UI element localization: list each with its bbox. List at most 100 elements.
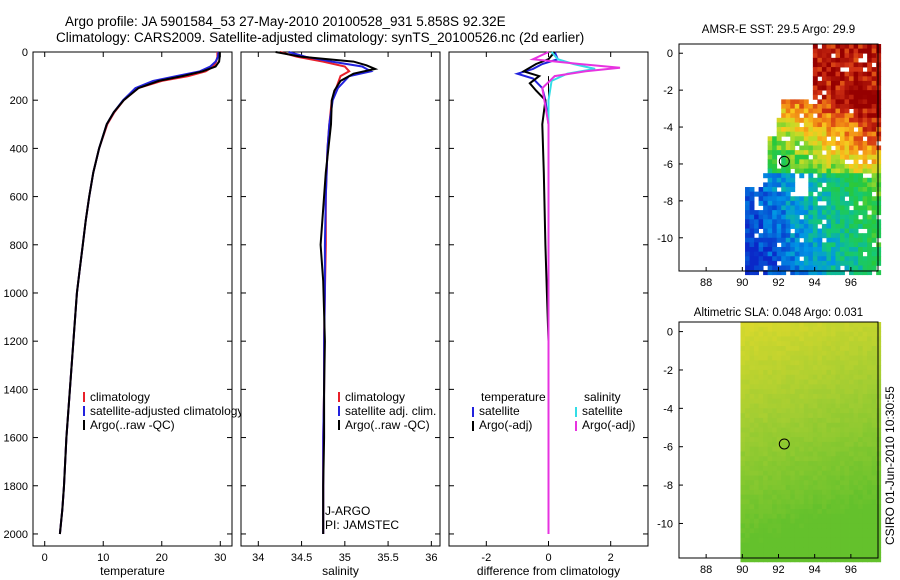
map-cell — [849, 509, 854, 515]
map-cell — [812, 163, 818, 169]
map-cell — [754, 518, 759, 524]
map-cell — [871, 427, 877, 433]
map-cell — [794, 237, 800, 243]
map-cell — [871, 499, 877, 505]
map-cell — [858, 205, 864, 211]
map-cell — [767, 437, 773, 443]
map-cell — [849, 504, 854, 510]
map-cell — [853, 451, 859, 457]
map-cell — [799, 365, 805, 371]
map-title: Altimetric SLA: 0.048 Argo: 0.031 — [694, 307, 863, 319]
map-cell — [803, 345, 809, 352]
map-cell — [776, 542, 782, 548]
map-cell — [790, 131, 796, 137]
map-cell — [840, 326, 845, 332]
map-cell — [821, 223, 827, 229]
map-cell — [790, 552, 796, 558]
map-cell — [745, 523, 750, 529]
map-cell — [781, 131, 787, 137]
map-cell — [830, 108, 836, 114]
map-cell — [785, 210, 791, 216]
map-cell — [876, 154, 882, 160]
map-cell — [844, 422, 850, 428]
map-cell — [776, 557, 782, 563]
map-cell — [785, 422, 791, 428]
map-cell — [862, 523, 868, 529]
map-cell — [740, 384, 746, 390]
map-cell — [785, 480, 791, 486]
map-cell — [862, 499, 868, 505]
map-cell — [785, 547, 791, 553]
map-cell — [799, 485, 805, 491]
map-cell — [871, 260, 877, 266]
map-cell — [812, 369, 818, 376]
map-cell — [803, 393, 809, 400]
map-cell — [871, 90, 877, 96]
map-cell — [858, 71, 864, 77]
map-cell — [876, 71, 882, 77]
map-cell — [808, 408, 814, 414]
map-cell — [830, 270, 836, 276]
map-cell — [849, 350, 854, 356]
map-cell — [794, 196, 800, 202]
map-cell — [849, 187, 854, 193]
map-cell — [826, 379, 832, 385]
map-cell — [817, 355, 823, 361]
map-cell — [871, 331, 877, 337]
map-cell — [840, 127, 845, 133]
map-cell — [858, 117, 864, 123]
map-cell — [817, 85, 823, 91]
map-cell — [840, 214, 845, 220]
map-cell — [754, 494, 759, 500]
map-cell — [799, 441, 805, 448]
map-cell — [799, 117, 805, 123]
map-cell — [844, 90, 850, 96]
map-cell — [803, 350, 809, 356]
x-axis-label: temperature — [100, 564, 165, 578]
map-cell — [858, 270, 864, 276]
map-cell — [817, 108, 823, 114]
map-cell — [840, 461, 845, 467]
map-cell — [876, 163, 882, 169]
map-cell — [844, 374, 850, 380]
map-cell — [840, 196, 845, 202]
map-cell — [826, 542, 832, 548]
map-cell — [830, 177, 836, 183]
map-cell — [790, 196, 796, 202]
map-cell — [781, 451, 787, 457]
map-cell — [849, 173, 854, 179]
map-cell — [808, 417, 814, 424]
map-cell — [763, 355, 769, 361]
map-cell — [758, 251, 764, 257]
map-cell — [749, 384, 755, 390]
map-cell — [849, 237, 854, 243]
map-cell — [812, 513, 818, 520]
map-cell — [849, 552, 854, 558]
map-cell — [826, 108, 832, 114]
map-cell — [862, 205, 868, 211]
map-cell — [853, 336, 859, 342]
map-cell — [853, 504, 859, 510]
map-cell — [862, 182, 868, 188]
map-cell — [871, 219, 877, 225]
map-cell — [749, 247, 755, 253]
map-cell — [754, 470, 759, 476]
map-cell — [812, 145, 818, 151]
map-cell — [862, 103, 868, 109]
map-cell — [858, 44, 864, 50]
map-cell — [794, 228, 800, 234]
map-cell — [867, 94, 873, 100]
map-cell — [799, 408, 805, 414]
map-cell — [844, 513, 850, 520]
map-cell — [754, 214, 759, 220]
map-cell — [867, 247, 873, 253]
map-cell — [862, 494, 868, 500]
map-cell — [840, 355, 845, 361]
map-cell — [776, 374, 782, 380]
map-cell — [821, 48, 827, 54]
map-cell — [767, 475, 773, 481]
map-cell — [808, 336, 814, 342]
map-cell — [758, 475, 764, 481]
map-cell — [772, 432, 778, 438]
map-cell — [772, 446, 778, 452]
